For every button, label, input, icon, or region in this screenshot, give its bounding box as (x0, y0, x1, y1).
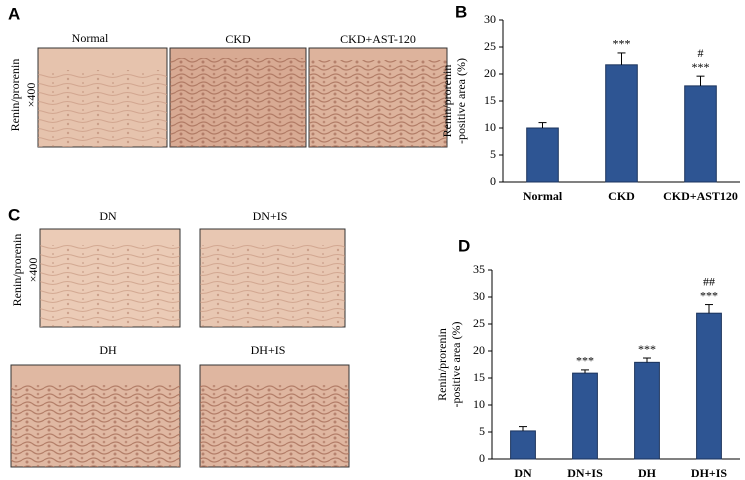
image-caption: CKD (225, 32, 251, 46)
significance-mark: *** (700, 288, 718, 302)
x-tick-label: DH (638, 466, 657, 480)
significance-mark: *** (692, 60, 710, 74)
x-tick-label: DN+IS (567, 466, 603, 480)
significance-mark: ## (703, 274, 715, 288)
panel-label: B (455, 2, 467, 21)
y-tick-label: 20 (484, 66, 496, 80)
y-axis-label: -positive area (%) (449, 322, 463, 408)
bar (605, 64, 638, 183)
image-caption: CKD+AST-120 (340, 32, 416, 46)
image-caption: DN (99, 209, 117, 223)
significance-mark: *** (613, 37, 631, 51)
y-tick-label: 0 (490, 174, 496, 188)
x-tick-label: Normal (523, 189, 563, 203)
micrograph (199, 228, 346, 328)
panel-label: A (8, 4, 20, 23)
side-label: Renin/prorenin (8, 59, 22, 132)
y-tick-label: 35 (473, 262, 485, 276)
micrograph (169, 47, 307, 148)
y-axis-label: Renin/prorenin (435, 328, 449, 401)
bar (634, 361, 660, 460)
y-axis-label: -positive area (%) (454, 58, 468, 144)
x-tick-label: CKD (608, 189, 635, 203)
micrograph (10, 364, 181, 468)
significance-mark: # (698, 46, 704, 60)
significance-mark: *** (576, 354, 594, 368)
y-tick-label: 30 (484, 12, 496, 26)
y-tick-label: 10 (473, 397, 485, 411)
y-tick-label: 10 (484, 120, 496, 134)
micrograph (37, 47, 168, 148)
micrograph (199, 364, 350, 468)
side-label: ×400 (24, 83, 38, 108)
image-caption: DH (99, 343, 117, 357)
bar (510, 430, 536, 460)
y-axis-label: Renin/prorenin (440, 65, 454, 138)
micrograph (308, 47, 448, 148)
y-tick-label: 25 (473, 316, 485, 330)
image-caption: DH+IS (251, 343, 286, 357)
bar (696, 312, 722, 460)
panel-label: C (8, 205, 20, 224)
significance-mark: *** (638, 342, 656, 356)
bar (684, 85, 717, 183)
bar (526, 127, 559, 183)
micrograph (39, 228, 181, 328)
bar (572, 372, 598, 460)
panel-label: D (458, 236, 470, 255)
x-tick-label: DH+IS (691, 466, 728, 480)
y-tick-label: 20 (473, 343, 485, 357)
y-tick-label: 5 (490, 147, 496, 161)
side-label: Renin/prorenin (10, 234, 24, 307)
image-caption: DN+IS (253, 209, 288, 223)
x-tick-label: DN (514, 466, 532, 480)
image-caption: Normal (72, 31, 109, 45)
y-tick-label: 0 (479, 451, 485, 465)
x-tick-label: CKD+AST120 (663, 189, 738, 203)
y-tick-label: 25 (484, 39, 496, 53)
y-tick-label: 30 (473, 289, 485, 303)
y-tick-label: 15 (484, 93, 496, 107)
y-tick-label: 15 (473, 370, 485, 384)
side-label: ×400 (26, 258, 40, 283)
y-tick-label: 5 (479, 424, 485, 438)
